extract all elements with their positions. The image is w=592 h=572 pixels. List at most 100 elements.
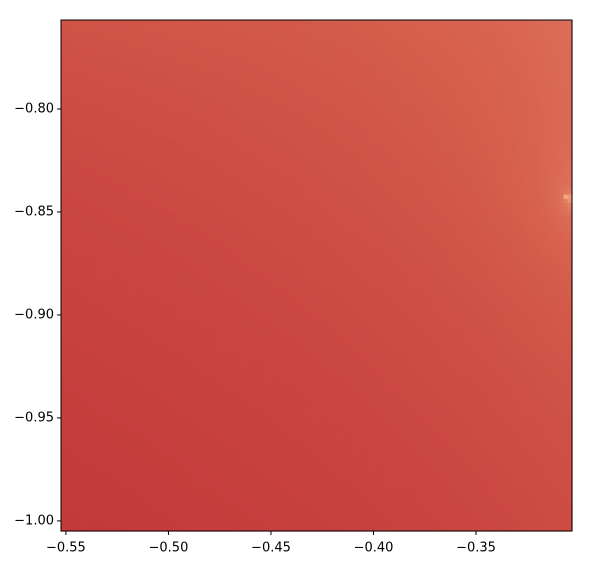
pixel (82, 117, 88, 123)
pixel (363, 190, 369, 196)
pixel (95, 96, 100, 102)
pixel (359, 117, 364, 123)
pixel (520, 173, 526, 179)
pixel (290, 130, 296, 136)
pixel (550, 58, 556, 64)
pixel (439, 92, 445, 98)
pixel (461, 32, 467, 38)
pixel (529, 143, 535, 149)
pixel (537, 156, 543, 162)
pixel (401, 49, 407, 55)
pixel (137, 181, 143, 187)
pixel (567, 156, 573, 162)
pixel (205, 37, 211, 42)
pixel (248, 105, 254, 111)
pixel (397, 152, 403, 157)
pixel (273, 126, 279, 132)
pixel (286, 194, 292, 200)
pixel (244, 147, 249, 153)
pixel (380, 41, 386, 47)
pixel (150, 139, 156, 145)
pixel (461, 117, 467, 123)
pixel (137, 122, 143, 128)
pixel (205, 28, 211, 34)
pixel (439, 169, 445, 174)
pixel (107, 147, 113, 153)
pixel (414, 24, 420, 30)
pixel (218, 130, 224, 136)
pixel (542, 156, 548, 162)
pixel (363, 113, 369, 119)
pixel (124, 122, 130, 128)
pixel (265, 41, 271, 47)
pixel (448, 117, 454, 123)
pixel (303, 83, 309, 89)
pixel (239, 45, 245, 51)
pixel (363, 75, 369, 81)
pixel (158, 169, 164, 174)
pixel (435, 113, 441, 119)
pixel (410, 109, 416, 115)
pixel (359, 126, 364, 132)
pixel (278, 117, 284, 123)
pixel (312, 164, 318, 170)
pixel (410, 32, 416, 38)
pixel (184, 37, 190, 42)
pixel (107, 79, 113, 85)
pixel (99, 105, 105, 111)
pixel (197, 105, 203, 111)
pixel (150, 88, 156, 93)
pixel (367, 152, 373, 157)
pixel (354, 75, 360, 81)
pixel (222, 147, 228, 153)
pixel (239, 32, 245, 38)
pixel (69, 177, 75, 183)
pixel (197, 186, 203, 191)
pixel (401, 75, 407, 81)
pixel (371, 190, 377, 196)
pixel (265, 181, 271, 187)
pixel (141, 20, 147, 25)
pixel (69, 41, 75, 47)
pixel (422, 54, 428, 59)
pixel (175, 88, 181, 93)
pixel (439, 54, 445, 59)
pixel (546, 45, 552, 51)
pixel (465, 152, 471, 157)
pixel (278, 79, 284, 85)
pixel (129, 54, 134, 59)
pixel (158, 152, 164, 157)
pixel (359, 58, 364, 64)
pixel (154, 58, 160, 64)
pixel (146, 117, 152, 123)
pixel (359, 134, 364, 140)
pixel (133, 88, 139, 93)
pixel (346, 24, 352, 30)
pixel (175, 45, 181, 51)
pixel (482, 66, 488, 72)
pixel (563, 20, 569, 25)
pixel (563, 100, 569, 106)
pixel (376, 105, 381, 111)
pixel (278, 83, 284, 89)
pixel (495, 58, 501, 64)
pixel (333, 88, 339, 93)
pixel (158, 96, 164, 102)
pixel (239, 109, 245, 115)
pixel (559, 32, 565, 38)
pixel (112, 83, 117, 89)
pixel (218, 20, 224, 25)
pixel (95, 186, 100, 191)
pixel (422, 32, 428, 38)
pixel (495, 109, 501, 115)
pixel (218, 152, 224, 157)
pixel (380, 147, 386, 153)
pixel (529, 37, 535, 42)
pixel (307, 62, 313, 68)
pixel (563, 62, 569, 68)
pixel (405, 177, 411, 183)
pixel (546, 41, 552, 47)
pixel (210, 45, 215, 51)
pixel (367, 24, 373, 30)
pixel (329, 147, 335, 153)
